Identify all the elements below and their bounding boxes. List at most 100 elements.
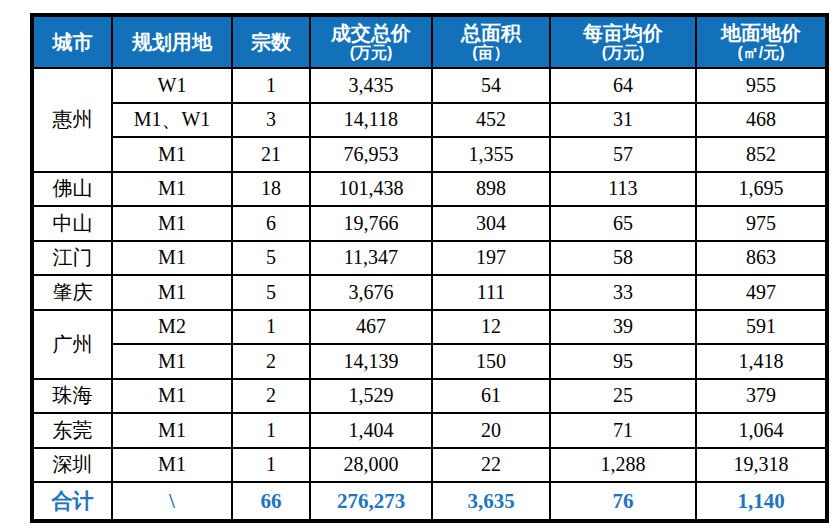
col-header-total-price: 成交总价(万元) xyxy=(310,15,432,68)
col-header-unit: (㎡/元) xyxy=(697,45,825,62)
cell-total-area: 452 xyxy=(432,103,550,138)
cell-total-price: 28,000 xyxy=(310,448,432,483)
land-transaction-table-container: 城市 规划用地 宗数 成交总价(万元) 总面积(亩） 每亩均价(万元) 地面地价… xyxy=(30,13,829,523)
cell-floor-price: 1,064 xyxy=(696,413,827,448)
cell-floor-price: 863 xyxy=(696,241,827,276)
cell-city: 中山 xyxy=(32,206,112,241)
cell-count: 5 xyxy=(232,275,310,310)
cell-city: 惠州 xyxy=(32,68,112,172)
cell-land-use: M1 xyxy=(112,448,232,483)
col-header-avg-price-per-mu: 每亩均价(万元) xyxy=(550,15,696,68)
cell-city: 珠海 xyxy=(32,379,112,414)
cell-land-use: M1 xyxy=(112,275,232,310)
cell-count: 2 xyxy=(232,379,310,414)
cell-total-price: 14,118 xyxy=(310,103,432,138)
cell-land-use: M1、W1 xyxy=(112,103,232,138)
cell-avg-price-per-mu: 31 xyxy=(550,103,696,138)
cell-total-label: 合计 xyxy=(32,482,112,521)
col-header-label: 地面地价 xyxy=(697,22,825,45)
cell-floor-price: 1,418 xyxy=(696,344,827,379)
cell-count: 5 xyxy=(232,241,310,276)
cell-total-price: 3,435 xyxy=(310,68,432,103)
cell-total-price: 3,676 xyxy=(310,275,432,310)
cell-total-area: 22 xyxy=(432,448,550,483)
cell-land-use: W1 xyxy=(112,68,232,103)
cell-floor-price: 497 xyxy=(696,275,827,310)
table-row: 东莞 M1 1 1,404 20 71 1,064 xyxy=(32,413,827,448)
cell-count: 1 xyxy=(232,68,310,103)
cell-floor-price: 852 xyxy=(696,137,827,172)
table-row: 广州 M2 1 467 12 39 591 xyxy=(32,310,827,345)
table-row: 中山 M1 6 19,766 304 65 975 xyxy=(32,206,827,241)
cell-floor-price: 1,140 xyxy=(696,482,827,521)
cell-avg-price-per-mu: 25 xyxy=(550,379,696,414)
table-row: 珠海 M1 2 1,529 61 25 379 xyxy=(32,379,827,414)
cell-city: 东莞 xyxy=(32,413,112,448)
cell-floor-price: 955 xyxy=(696,68,827,103)
cell-total-price: 101,438 xyxy=(310,172,432,207)
cell-avg-price-per-mu: 33 xyxy=(550,275,696,310)
col-header-unit: (万元) xyxy=(551,45,695,62)
col-header-count: 宗数 xyxy=(232,15,310,68)
table-total-row: 合计 \ 66 276,273 3,635 76 1,140 xyxy=(32,482,827,521)
cell-count: 3 xyxy=(232,103,310,138)
cell-floor-price: 468 xyxy=(696,103,827,138)
cell-total-area: 304 xyxy=(432,206,550,241)
col-header-label: 城市 xyxy=(34,31,111,54)
cell-floor-price: 19,318 xyxy=(696,448,827,483)
cell-total-price: 467 xyxy=(310,310,432,345)
cell-count: 2 xyxy=(232,344,310,379)
cell-total-price: 276,273 xyxy=(310,482,432,521)
cell-avg-price-per-mu: 76 xyxy=(550,482,696,521)
cell-total-area: 61 xyxy=(432,379,550,414)
cell-land-use: M1 xyxy=(112,172,232,207)
cell-total-area: 54 xyxy=(432,68,550,103)
cell-total-area: 111 xyxy=(432,275,550,310)
cell-total-area: 3,635 xyxy=(432,482,550,521)
table-header: 城市 规划用地 宗数 成交总价(万元) 总面积(亩） 每亩均价(万元) 地面地价… xyxy=(32,15,827,68)
cell-land-use: M1 xyxy=(112,137,232,172)
cell-total-price: 14,139 xyxy=(310,344,432,379)
cell-floor-price: 379 xyxy=(696,379,827,414)
cell-land-use: M1 xyxy=(112,206,232,241)
table-row: M1 2 14,139 150 95 1,418 xyxy=(32,344,827,379)
table-row: M1 21 76,953 1,355 57 852 xyxy=(32,137,827,172)
col-header-label: 每亩均价 xyxy=(551,22,695,45)
col-header-floor-price: 地面地价(㎡/元) xyxy=(696,15,827,68)
cell-land-use: M1 xyxy=(112,379,232,414)
cell-count: 1 xyxy=(232,413,310,448)
cell-count: 6 xyxy=(232,206,310,241)
cell-total-price: 19,766 xyxy=(310,206,432,241)
table-row: 肇庆 M1 5 3,676 111 33 497 xyxy=(32,275,827,310)
cell-total-area: 12 xyxy=(432,310,550,345)
col-header-city: 城市 xyxy=(32,15,112,68)
col-header-label: 成交总价 xyxy=(311,22,431,45)
cell-land-use: M1 xyxy=(112,344,232,379)
cell-floor-price: 1,695 xyxy=(696,172,827,207)
cell-count: 21 xyxy=(232,137,310,172)
cell-total-area: 1,355 xyxy=(432,137,550,172)
cell-land-use: M2 xyxy=(112,310,232,345)
cell-total-price: 76,953 xyxy=(310,137,432,172)
cell-total-area: 197 xyxy=(432,241,550,276)
cell-avg-price-per-mu: 71 xyxy=(550,413,696,448)
cell-city: 佛山 xyxy=(32,172,112,207)
cell-avg-price-per-mu: 65 xyxy=(550,206,696,241)
cell-land-use: M1 xyxy=(112,413,232,448)
cell-count: 66 xyxy=(232,482,310,521)
cell-avg-price-per-mu: 95 xyxy=(550,344,696,379)
col-header-land-use: 规划用地 xyxy=(112,15,232,68)
table-body: 惠州 W1 1 3,435 54 64 955 M1、W1 3 14,118 4… xyxy=(32,68,827,521)
land-transaction-table: 城市 规划用地 宗数 成交总价(万元) 总面积(亩） 每亩均价(万元) 地面地价… xyxy=(30,13,829,523)
cell-total-area: 150 xyxy=(432,344,550,379)
col-header-label: 总面积 xyxy=(433,22,549,45)
table-row: 深圳 M1 1 28,000 22 1,288 19,318 xyxy=(32,448,827,483)
col-header-unit: (万元) xyxy=(311,45,431,62)
cell-total-price: 1,404 xyxy=(310,413,432,448)
table-row: M1、W1 3 14,118 452 31 468 xyxy=(32,103,827,138)
col-header-label: 规划用地 xyxy=(113,31,231,54)
cell-total-area: 898 xyxy=(432,172,550,207)
cell-count: 1 xyxy=(232,310,310,345)
cell-total-price: 1,529 xyxy=(310,379,432,414)
cell-land-use: \ xyxy=(112,482,232,521)
